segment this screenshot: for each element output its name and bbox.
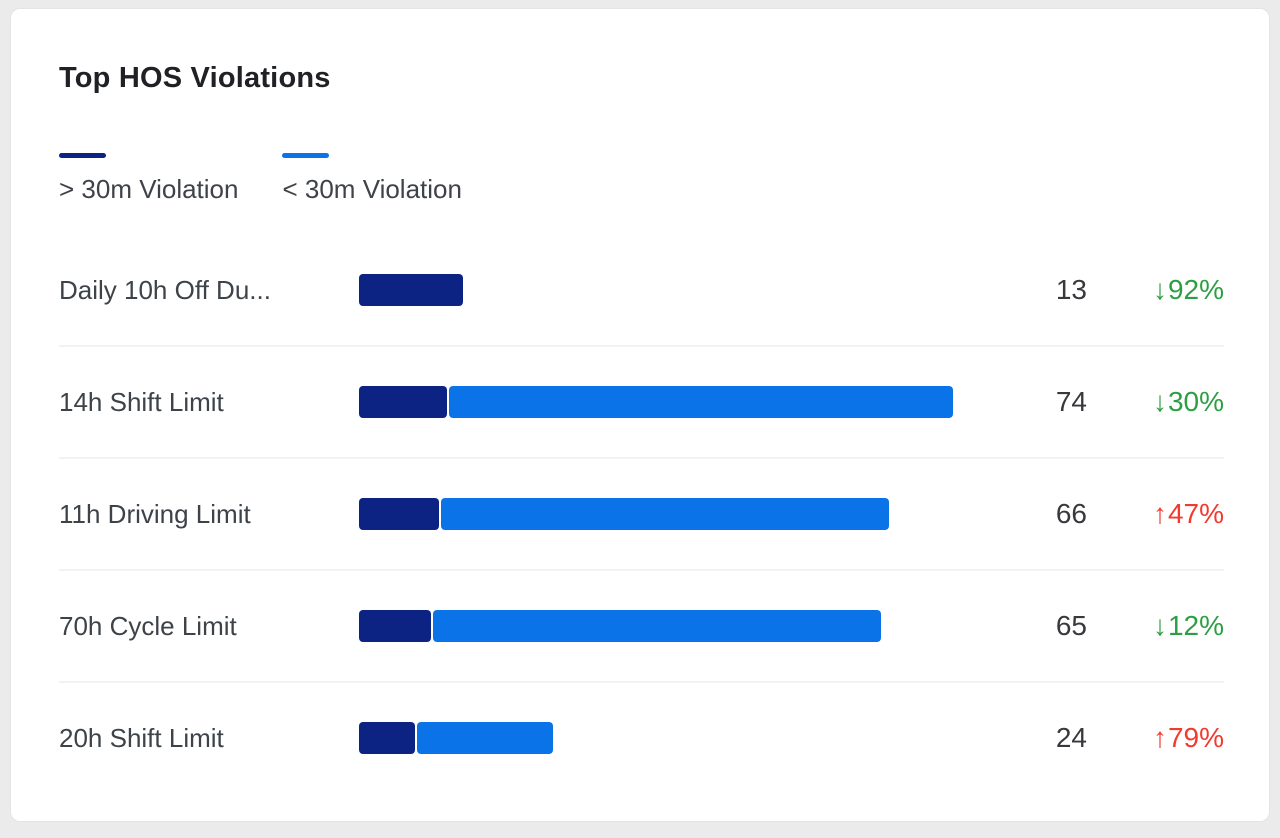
violation-label: Daily 10h Off Du... (59, 274, 271, 305)
violation-label: 70h Cycle Limit (59, 610, 237, 641)
trend-cell: ↓12% (1087, 610, 1224, 642)
bar-segment-lt30[interactable] (449, 386, 953, 418)
trend-cell: ↑47% (1087, 498, 1224, 530)
bar-segment-lt30[interactable] (417, 722, 553, 754)
violation-row: 20h Shift Limit 24 ↑79% (59, 683, 1224, 793)
trend-down-icon: ↓ (1152, 386, 1167, 417)
bar-segment-gt30[interactable] (359, 498, 439, 530)
trend-cell: ↑79% (1087, 722, 1224, 754)
trend-down-icon: ↓ (1152, 610, 1167, 641)
violation-row: 11h Driving Limit 66 ↑47% (59, 459, 1224, 571)
trend-percent: 12% (1167, 610, 1224, 641)
trend-percent: 30% (1167, 386, 1224, 417)
trend-cell: ↓92% (1087, 274, 1224, 306)
bar-segment-gt30[interactable] (359, 722, 415, 754)
legend-item-gt30[interactable]: > 30m Violation (59, 153, 238, 205)
card-title: Top HOS Violations (59, 62, 331, 94)
violation-label: 11h Driving Limit (59, 498, 251, 529)
bar-segment-lt30[interactable] (441, 498, 889, 530)
legend-item-lt30[interactable]: < 30m Violation (282, 153, 462, 205)
violation-row: 14h Shift Limit 74 ↓30% (59, 347, 1224, 459)
legend-swatch-lt30-icon (282, 153, 330, 158)
trend-percent: 47% (1167, 498, 1224, 529)
chart-legend: > 30m Violation < 30m Violation (59, 153, 1224, 205)
violation-bar (359, 498, 997, 530)
trend-percent: 79% (1167, 722, 1224, 753)
violation-bar (359, 722, 997, 754)
violation-count: 65 (1055, 610, 1087, 641)
violations-list: Daily 10h Off Du... 13 ↓92% 14h Shift Li… (59, 235, 1224, 793)
trend-up-icon: ↑ (1152, 498, 1167, 529)
violation-label: 14h Shift Limit (59, 386, 224, 417)
bar-segment-gt30[interactable] (359, 274, 463, 306)
legend-label-gt30: > 30m Violation (59, 174, 239, 204)
violation-row: Daily 10h Off Du... 13 ↓92% (59, 235, 1224, 347)
trend-down-icon: ↓ (1152, 274, 1167, 305)
violation-bar (359, 274, 997, 306)
violation-count: 74 (1055, 386, 1087, 417)
violation-row: 70h Cycle Limit 65 ↓12% (59, 571, 1224, 683)
bar-segment-gt30[interactable] (359, 386, 447, 418)
violation-bar (359, 386, 997, 418)
violation-count: 13 (1055, 274, 1087, 305)
legend-label-lt30: < 30m Violation (282, 174, 462, 204)
violation-count: 66 (1055, 498, 1087, 529)
bar-segment-lt30[interactable] (433, 610, 881, 642)
violation-bar (359, 610, 997, 642)
trend-cell: ↓30% (1087, 386, 1224, 418)
legend-swatch-gt30-icon (59, 153, 106, 158)
bar-segment-gt30[interactable] (359, 610, 431, 642)
trend-percent: 92% (1167, 274, 1224, 305)
violation-label: 20h Shift Limit (59, 722, 224, 753)
trend-up-icon: ↑ (1152, 722, 1167, 753)
violation-count: 24 (1055, 722, 1087, 753)
top-hos-violations-card: Top HOS Violations > 30m Violation < 30m… (10, 8, 1270, 822)
